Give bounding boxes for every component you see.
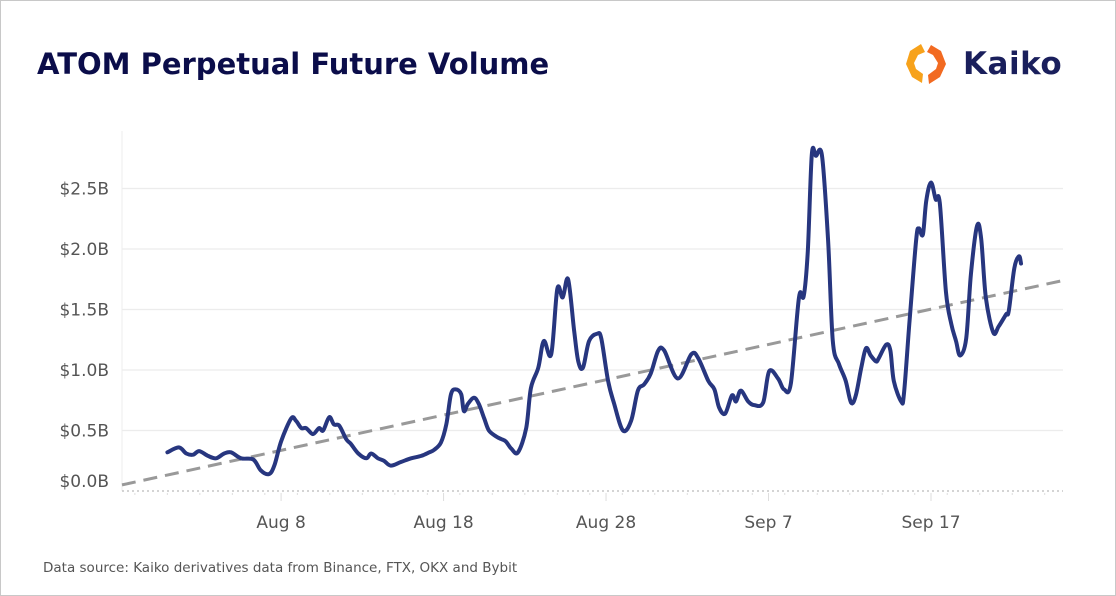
y-tick-label: $2.5B: [59, 180, 109, 200]
y-tick-label: $1.5B: [59, 301, 109, 321]
chart-title: ATOM Perpetual Future Volume: [37, 47, 550, 81]
data-source-note: Data source: Kaiko derivatives data from…: [43, 560, 518, 576]
kaiko-logo-icon: [906, 44, 946, 84]
kaiko-logo: Kaiko: [903, 41, 1062, 87]
y-tick-label: $0.5B: [59, 422, 109, 442]
kaiko-logo-text: Kaiko: [963, 46, 1063, 82]
x-tick-label: Sep 7: [744, 513, 792, 533]
x-tick-label: Aug 28: [576, 513, 636, 533]
y-tick-label: $1.0B: [59, 361, 109, 381]
y-tick-label: $0.0B: [59, 472, 109, 492]
trend-line: [121, 279, 1064, 487]
x-tick-label: Aug 18: [413, 513, 473, 533]
y-tick-label: $2.0B: [59, 240, 109, 260]
x-tick-label: Sep 17: [901, 513, 960, 533]
x-tick-label: Aug 8: [256, 513, 305, 533]
volume-line: [165, 145, 1023, 477]
